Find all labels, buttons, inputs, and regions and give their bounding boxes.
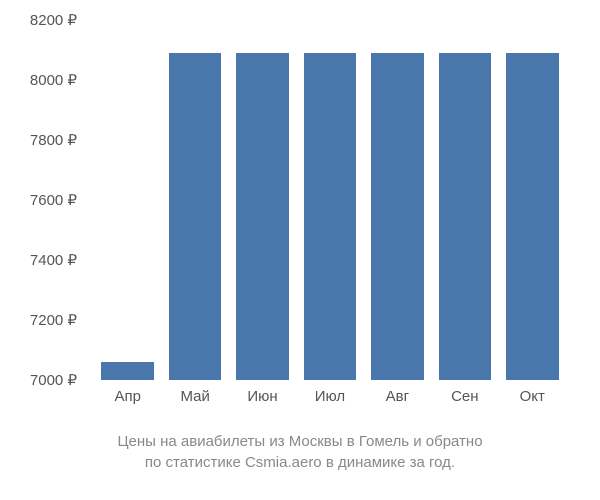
bar-slot [229,20,296,380]
bar-slot [364,20,431,380]
bar-slot [296,20,363,380]
y-tick-label: 8000 ₽ [30,71,77,89]
x-tick-label: Июл [296,388,363,405]
x-tick-label: Окт [499,388,566,405]
y-tick-label: 7200 ₽ [30,311,77,329]
bar-slot [431,20,498,380]
bar [304,53,357,380]
price-chart: 7000 ₽ 7200 ₽ 7400 ₽ 7600 ₽ 7800 ₽ 8000 ₽ 8200… [0,0,600,500]
bar-slot [94,20,161,380]
x-axis: АпрМайИюнИюлАвгСенОкт [90,380,570,405]
y-tick-label: 8200 ₽ [30,11,77,29]
y-tick-label: 7000 ₽ [30,371,77,389]
bar-slot [161,20,228,380]
y-tick-label: 7400 ₽ [30,251,77,269]
x-tick-label: Авг [364,388,431,405]
bar [101,362,154,380]
chart-caption: Цены на авиабилеты из Москвы в Гомель и … [20,431,580,473]
bar [236,53,289,380]
caption-line-2: по статистике Csmia.aero в динамике за г… [145,454,455,471]
bar [169,53,222,380]
x-tick-label: Май [161,388,228,405]
bar [371,53,424,380]
y-tick-label: 7600 ₽ [30,191,77,209]
y-axis: 7000 ₽7200 ₽7400 ₽7600 ₽7800 ₽8000 ₽8200… [20,20,85,380]
y-tick-label: 7800 ₽ [30,131,77,149]
bar [439,53,492,380]
bars-container [90,20,570,380]
plot-area: 7000 ₽7200 ₽7400 ₽7600 ₽7800 ₽8000 ₽8200… [90,20,570,380]
caption-line-1: Цены на авиабилеты из Москвы в Гомель и … [117,433,482,450]
x-tick-label: Апр [94,388,161,405]
bar [506,53,559,380]
x-tick-label: Июн [229,388,296,405]
bar-slot [499,20,566,380]
x-tick-label: Сен [431,388,498,405]
